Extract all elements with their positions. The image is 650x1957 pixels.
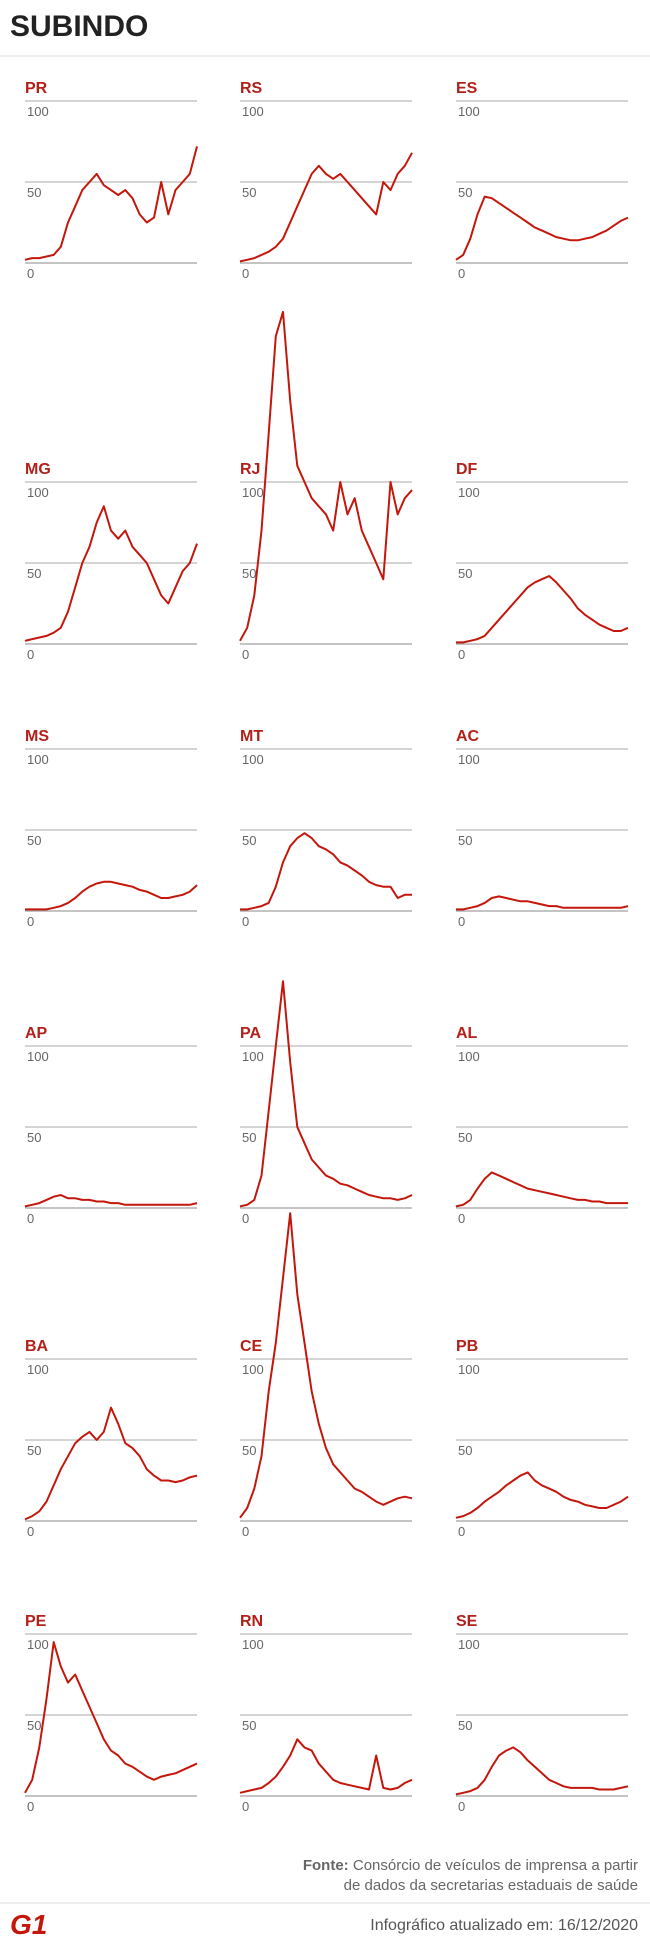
y-tick-label: 50 [27, 566, 41, 581]
y-tick-label: 0 [458, 647, 465, 662]
y-tick-label: 100 [27, 1362, 49, 1377]
y-tick-label: 100 [242, 752, 264, 767]
line-series [456, 575, 629, 644]
y-tick-label: 50 [242, 833, 256, 848]
panel-title: PB [456, 1338, 478, 1355]
panel-title: CE [240, 1338, 263, 1355]
panel-title: ES [456, 80, 478, 97]
y-tick-label: 100 [27, 104, 49, 119]
panel-title: MG [25, 461, 51, 478]
panel-title: MS [25, 728, 49, 745]
y-tick-label: 50 [458, 185, 472, 200]
panel-title: AL [456, 1025, 478, 1042]
panel-title: SE [456, 1613, 478, 1630]
line-series [239, 152, 413, 263]
line-series [24, 1406, 198, 1521]
y-tick-label: 0 [458, 266, 465, 281]
panel-title: PE [25, 1613, 47, 1630]
y-tick-label: 100 [242, 485, 264, 500]
y-tick-label: 50 [242, 1130, 256, 1145]
panel-title: RN [240, 1613, 263, 1630]
y-tick-label: 0 [242, 647, 249, 662]
logo: G1 [10, 1909, 47, 1940]
y-tick-label: 50 [27, 833, 41, 848]
y-tick-label: 50 [242, 185, 256, 200]
panel-title: MT [240, 728, 263, 745]
line-series [240, 832, 412, 911]
line-series [455, 1171, 628, 1208]
panel-title: BA [25, 1338, 49, 1355]
y-tick-label: 0 [27, 1211, 34, 1226]
y-tick-label: 0 [27, 1799, 34, 1814]
panel-title: AP [25, 1025, 48, 1042]
line-series [24, 1641, 198, 1794]
y-tick-label: 0 [27, 266, 34, 281]
line-series [239, 310, 413, 642]
line-series [455, 1471, 629, 1519]
source: Fonte: Consórcio de veículos de imprensa… [303, 1857, 638, 1874]
y-tick-label: 100 [458, 485, 480, 500]
panel-title: RJ [240, 461, 260, 478]
line-series [25, 880, 198, 911]
y-tick-label: 50 [458, 1718, 472, 1733]
y-tick-label: 0 [242, 266, 249, 281]
line-series [455, 195, 629, 261]
y-tick-label: 50 [27, 185, 41, 200]
y-tick-label: 50 [27, 1443, 41, 1458]
y-tick-label: 0 [27, 1524, 34, 1539]
y-tick-label: 50 [27, 1718, 41, 1733]
source-line: Consórcio de veículos de imprensa a part… [353, 1857, 638, 1874]
panel-title: DF [456, 461, 478, 478]
y-tick-label: 100 [242, 104, 264, 119]
y-tick-label: 0 [242, 1524, 249, 1539]
y-tick-label: 100 [458, 1362, 480, 1377]
y-tick-label: 100 [458, 104, 480, 119]
y-tick-label: 100 [458, 1049, 480, 1064]
y-tick-label: 50 [458, 1130, 472, 1145]
y-tick-label: 0 [242, 914, 249, 929]
source-label: Fonte: [303, 1857, 349, 1874]
line-series [239, 1212, 413, 1519]
y-tick-label: 100 [27, 752, 49, 767]
y-tick-label: 0 [242, 1799, 249, 1814]
line-series [239, 1738, 413, 1794]
y-tick-label: 50 [458, 833, 472, 848]
y-tick-label: 100 [27, 485, 49, 500]
line-series [456, 895, 629, 911]
panel-title: PR [25, 80, 48, 97]
y-tick-label: 0 [27, 914, 34, 929]
page-title: SUBINDO [10, 10, 148, 43]
line-series [24, 505, 198, 642]
y-tick-label: 100 [242, 1362, 264, 1377]
y-tick-label: 100 [242, 1049, 264, 1064]
updated: Infográfico atualizado em: 16/12/2020 [370, 1917, 638, 1934]
y-tick-label: 0 [458, 1211, 465, 1226]
y-tick-label: 50 [458, 1443, 472, 1458]
y-tick-label: 100 [458, 752, 480, 767]
line-series [239, 980, 413, 1208]
line-series [455, 1746, 629, 1796]
y-tick-label: 0 [458, 1799, 465, 1814]
y-tick-label: 0 [242, 1211, 249, 1226]
y-tick-label: 100 [27, 1049, 49, 1064]
y-tick-label: 0 [27, 647, 34, 662]
y-tick-label: 50 [242, 1443, 256, 1458]
panel-title: PA [240, 1025, 261, 1042]
y-tick-label: 0 [458, 914, 465, 929]
y-tick-label: 100 [242, 1637, 264, 1652]
y-tick-label: 50 [458, 566, 472, 581]
y-tick-label: 50 [242, 566, 256, 581]
panel-title: RS [240, 80, 263, 97]
line-series [24, 1194, 198, 1208]
source-line: de dados da secretarias estaduais de saú… [344, 1877, 638, 1894]
y-tick-label: 100 [27, 1637, 49, 1652]
panel-title: AC [456, 728, 480, 745]
y-tick-label: 100 [458, 1637, 480, 1652]
line-series [24, 146, 198, 261]
y-tick-label: 50 [27, 1130, 41, 1145]
y-tick-label: 0 [458, 1524, 465, 1539]
y-tick-label: 50 [242, 1718, 256, 1733]
